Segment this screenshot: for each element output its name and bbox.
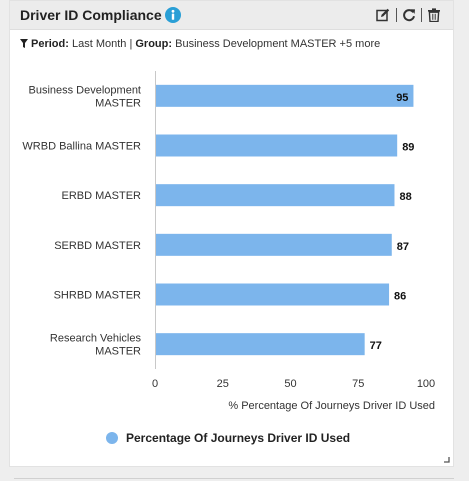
group-value: Business Development MASTER +5 more xyxy=(175,38,381,50)
bar-data-label: 87 xyxy=(397,241,409,253)
bar[interactable] xyxy=(156,84,414,107)
y-axis-tick-label: WRBD Ballina MASTER xyxy=(22,141,141,153)
refresh-icon[interactable] xyxy=(402,8,416,22)
x-axis-tick-label: 25 xyxy=(217,378,229,390)
chart-legend-item[interactable]: Percentage Of Journeys Driver ID Used xyxy=(106,431,350,445)
x-axis-tick-label: 50 xyxy=(284,378,296,390)
x-axis-tick-label: 100 xyxy=(417,378,435,390)
bar-data-label: 89 xyxy=(402,142,414,154)
trash-icon[interactable] xyxy=(427,8,441,22)
filter-separator: | xyxy=(129,38,133,50)
filter-icon xyxy=(20,39,28,48)
period-value: Last Month xyxy=(71,38,127,50)
y-axis-tick-label: ERBD MASTER xyxy=(62,190,142,202)
y-axis-tick-label: Research Vehicles xyxy=(50,333,142,345)
bar[interactable] xyxy=(156,283,390,306)
bar[interactable] xyxy=(156,134,398,157)
toolbar-divider xyxy=(421,8,422,22)
legend-label: Percentage Of Journeys Driver ID Used xyxy=(126,431,351,445)
period-label: Period: xyxy=(31,38,69,50)
y-axis-tick-label: SHRBD MASTER xyxy=(54,290,141,302)
bar-data-label: 77 xyxy=(370,340,382,352)
bar-data-label: 88 xyxy=(399,191,411,203)
panel-bottom-border xyxy=(14,478,454,479)
legend-marker xyxy=(106,432,118,444)
y-axis-tick-label: MASTER xyxy=(95,346,141,358)
bar-data-label: 86 xyxy=(394,291,406,303)
bar-data-label: 95 xyxy=(396,92,408,104)
y-axis-tick-label: Business Development xyxy=(28,84,141,96)
y-axis-tick-label: MASTER xyxy=(95,97,141,109)
x-axis-tick-label: 0 xyxy=(152,378,158,390)
widget-header: Driver ID Compliance xyxy=(10,1,453,30)
y-axis-tick-label: SERBD MASTER xyxy=(54,240,141,252)
x-axis-title: % Percentage Of Journeys Driver ID Used xyxy=(228,400,435,412)
bar[interactable] xyxy=(156,184,395,207)
bar[interactable] xyxy=(156,333,365,356)
edit-icon[interactable] xyxy=(376,8,390,22)
toolbar-divider xyxy=(396,8,397,22)
driver-id-compliance-widget: Driver ID Compliance Period: Last Mon xyxy=(9,0,454,467)
filter-summary: Period: Last Month | Group: Business Dev… xyxy=(20,38,380,50)
resize-handle[interactable] xyxy=(444,457,450,463)
group-label: Group: xyxy=(135,38,173,50)
bar[interactable] xyxy=(156,233,392,256)
x-axis-tick-label: 75 xyxy=(352,378,364,390)
widget-title: Driver ID Compliance xyxy=(20,7,162,23)
info-icon[interactable] xyxy=(165,7,181,23)
